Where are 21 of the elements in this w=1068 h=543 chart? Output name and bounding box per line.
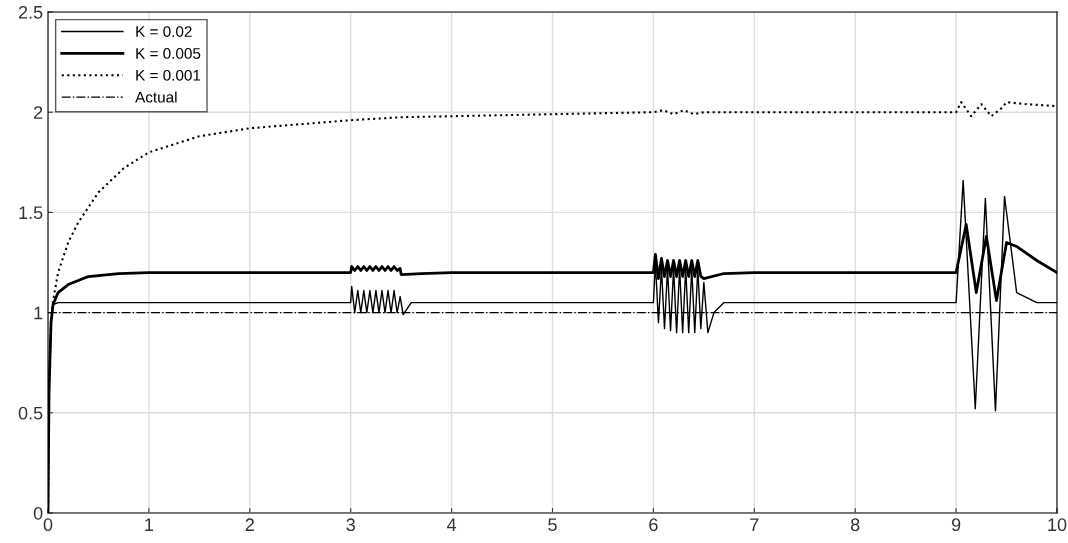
x-tick-label: 1 <box>145 518 154 531</box>
x-tick-label: 2 <box>245 518 254 531</box>
legend-label: K = 0.001 <box>136 69 201 81</box>
y-tick-label: 0 <box>33 506 43 520</box>
legend-label: K = 0.02 <box>136 26 192 37</box>
y-tick-label: 1.5 <box>19 206 43 220</box>
x-tick-label: 7 <box>750 518 759 531</box>
legend-label: K = 0.005 <box>136 48 201 59</box>
x-tick-label: 10 <box>1048 518 1067 532</box>
legend-label: Actual <box>135 91 177 103</box>
x-tick-label: 8 <box>850 518 860 532</box>
x-tick-label: 6 <box>649 518 658 532</box>
y-tick-label: 2.5 <box>18 5 43 19</box>
y-tick-label: 2 <box>34 106 43 119</box>
x-tick-label: 9 <box>951 518 961 532</box>
x-tick-label: 0 <box>43 518 53 532</box>
x-tick-label: 3 <box>346 518 355 532</box>
y-tick-label: 0.5 <box>18 406 43 420</box>
x-tick-label: 4 <box>446 518 457 531</box>
y-tick-label: 1 <box>34 306 43 320</box>
x-tick-label: 5 <box>548 518 557 532</box>
